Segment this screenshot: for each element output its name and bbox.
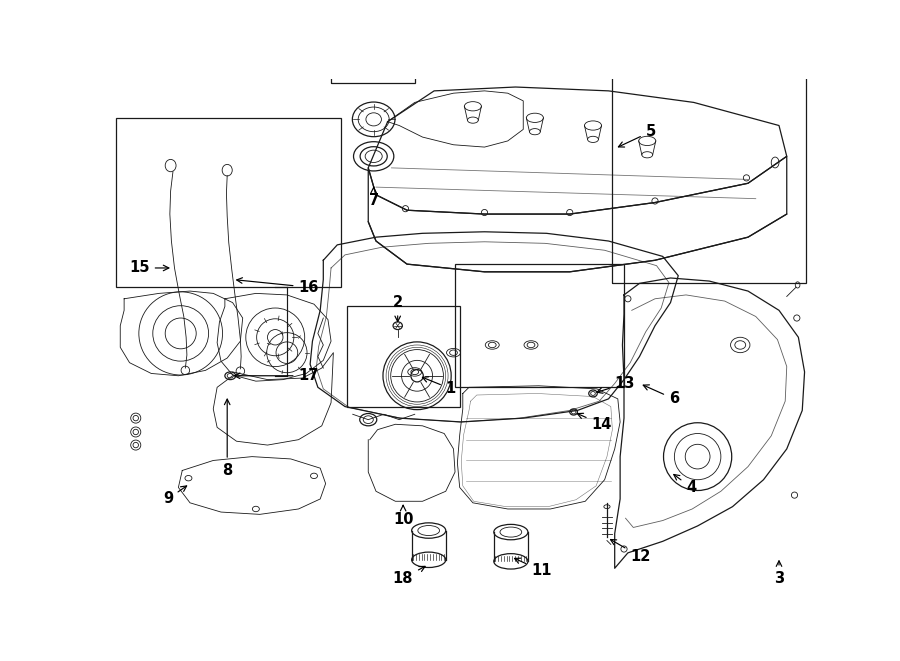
Text: 5: 5 xyxy=(618,124,656,147)
Text: 4: 4 xyxy=(674,475,696,495)
Text: 13: 13 xyxy=(597,376,635,393)
Bar xyxy=(331,0,415,83)
Text: 7: 7 xyxy=(369,187,379,208)
Text: 8: 8 xyxy=(222,399,232,478)
Text: 14: 14 xyxy=(578,413,612,432)
Text: 15: 15 xyxy=(130,260,169,276)
Bar xyxy=(612,0,806,284)
Text: 17: 17 xyxy=(234,368,319,383)
Text: 9: 9 xyxy=(163,486,186,506)
Text: 2: 2 xyxy=(392,295,403,322)
Text: 18: 18 xyxy=(392,566,425,586)
Text: 11: 11 xyxy=(515,558,552,578)
Text: 3: 3 xyxy=(774,561,784,586)
Bar xyxy=(346,307,460,407)
Text: 16: 16 xyxy=(237,278,319,295)
Bar xyxy=(455,264,624,387)
Text: 1: 1 xyxy=(422,377,456,397)
Text: 10: 10 xyxy=(393,506,413,527)
Bar xyxy=(116,118,341,288)
Text: 12: 12 xyxy=(610,539,651,564)
Text: 6: 6 xyxy=(644,385,680,407)
